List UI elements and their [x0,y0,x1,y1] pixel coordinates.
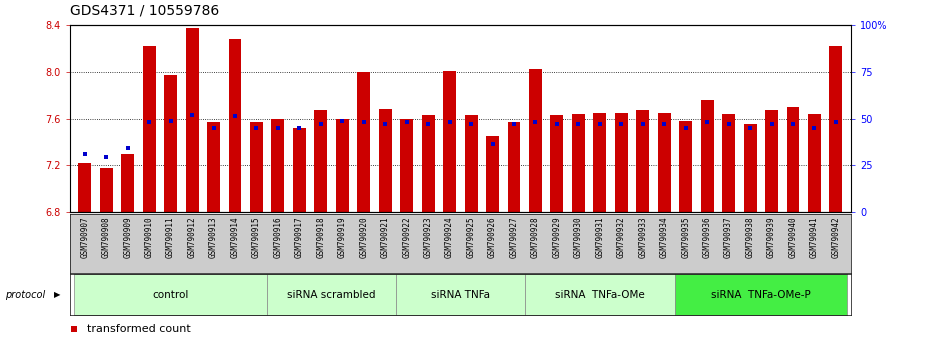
Bar [250,122,263,212]
Text: GSM790914: GSM790914 [231,216,240,258]
Text: protocol: protocol [5,290,45,300]
Text: siRNA  TNFa-OMe-P: siRNA TNFa-OMe-P [711,290,811,300]
Text: GSM790933: GSM790933 [638,216,647,258]
Bar [765,110,778,212]
Text: GSM790935: GSM790935 [681,216,690,258]
Bar [679,121,692,212]
Text: GSM790915: GSM790915 [252,216,261,258]
Bar [293,128,306,212]
Bar [615,113,628,212]
Text: GSM790913: GSM790913 [209,216,218,258]
Text: siRNA scrambled: siRNA scrambled [287,290,376,300]
Text: GSM790939: GSM790939 [767,216,776,258]
Text: transformed count: transformed count [87,324,191,334]
Text: siRNA TNFa: siRNA TNFa [431,290,490,300]
Text: GSM790923: GSM790923 [424,216,432,258]
Text: GSM790924: GSM790924 [445,216,454,258]
Bar [444,70,456,212]
Bar [207,122,220,212]
Text: ▶: ▶ [54,290,60,299]
Bar [572,114,585,212]
Bar [100,168,113,212]
Bar [465,115,477,212]
Text: GSM790926: GSM790926 [488,216,497,258]
Text: GSM790922: GSM790922 [402,216,411,258]
Text: GDS4371 / 10559786: GDS4371 / 10559786 [70,3,219,17]
Bar [379,109,392,212]
Text: GSM790910: GSM790910 [145,216,153,258]
Bar [314,110,327,212]
Bar [74,274,267,315]
Bar [486,136,499,212]
Text: GSM790920: GSM790920 [359,216,368,258]
Bar [229,39,242,212]
Bar [593,113,606,212]
Bar [830,46,843,212]
Bar [121,154,134,212]
Text: GSM790919: GSM790919 [338,216,347,258]
Bar [700,100,713,212]
Text: GSM790917: GSM790917 [295,216,304,258]
Text: GSM790928: GSM790928 [531,216,540,258]
Bar [165,75,177,212]
Bar [272,119,285,212]
Bar [400,119,413,212]
Text: GSM790911: GSM790911 [166,216,175,258]
Bar [787,107,800,212]
Text: siRNA  TNFa-OMe: siRNA TNFa-OMe [555,290,644,300]
Text: GSM790941: GSM790941 [810,216,819,258]
Text: GSM790908: GSM790908 [101,216,111,258]
Text: GSM790912: GSM790912 [188,216,196,258]
Text: GSM790936: GSM790936 [703,216,711,258]
Text: GSM790918: GSM790918 [316,216,326,258]
Bar [675,274,846,315]
Bar [808,114,821,212]
Bar [336,119,349,212]
Bar [658,113,671,212]
Bar [421,115,434,212]
Bar [508,122,521,212]
Text: GSM790930: GSM790930 [574,216,583,258]
Bar [529,69,542,212]
Text: GSM790925: GSM790925 [467,216,475,258]
Text: GSM790942: GSM790942 [831,216,841,258]
Text: GSM790934: GSM790934 [659,216,669,258]
Bar [525,274,675,315]
Bar [636,110,649,212]
Text: GSM790921: GSM790921 [380,216,390,258]
Text: GSM790909: GSM790909 [123,216,132,258]
Bar [78,163,91,212]
Text: GSM790927: GSM790927 [510,216,519,258]
Bar [744,125,756,212]
Bar [723,114,735,212]
Bar [396,274,525,315]
Text: GSM790931: GSM790931 [595,216,604,258]
Bar [186,28,198,212]
Text: GSM790937: GSM790937 [724,216,733,258]
Bar [142,46,155,212]
Bar [357,72,370,212]
Text: GSM790907: GSM790907 [80,216,89,258]
Text: GSM790940: GSM790940 [789,216,798,258]
Text: GSM790929: GSM790929 [552,216,562,258]
Bar [551,115,564,212]
Text: GSM790938: GSM790938 [746,216,754,258]
Text: GSM790916: GSM790916 [273,216,283,258]
Text: GSM790932: GSM790932 [617,216,626,258]
Text: control: control [153,290,189,300]
Bar [267,274,396,315]
